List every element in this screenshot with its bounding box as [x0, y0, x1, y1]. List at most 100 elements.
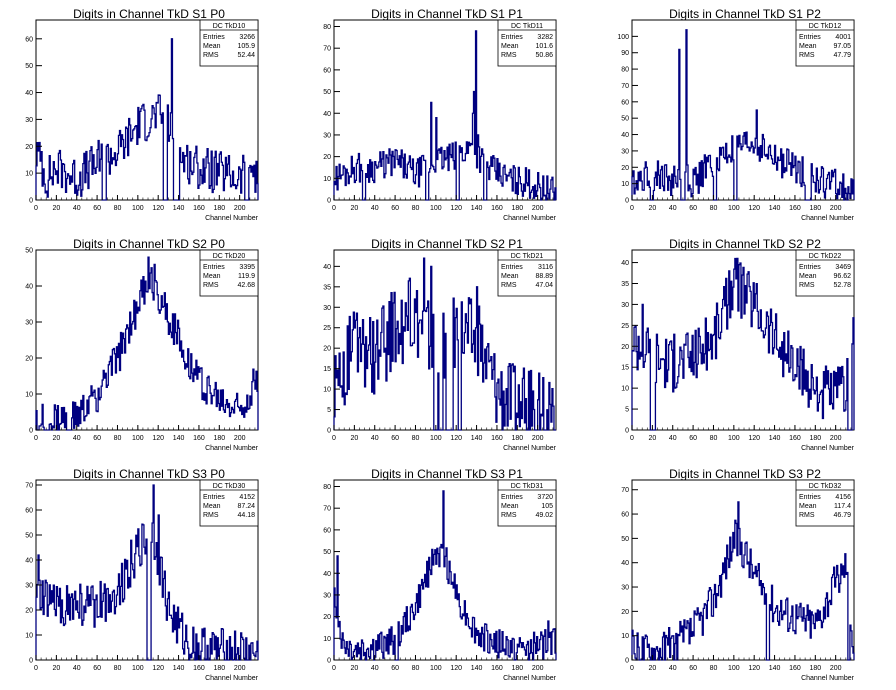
x-tick-label: 60	[689, 435, 697, 442]
stats-rms-label: RMS	[799, 282, 815, 289]
stats-rms-label: RMS	[203, 512, 219, 519]
x-tick-label: 20	[648, 435, 656, 442]
stats-rms-value: 50.86	[535, 52, 553, 59]
y-tick-label: 50	[25, 248, 33, 255]
x-axis-label: Channel Number	[801, 675, 855, 682]
stats-mean-value: 105.9	[237, 43, 255, 50]
stats-rms-label: RMS	[501, 512, 517, 519]
x-tick-label: 120	[152, 665, 164, 672]
x-tick-label: 140	[471, 205, 483, 212]
x-tick-label: 120	[450, 205, 462, 212]
y-tick-label: 70	[323, 506, 331, 513]
stats-mean-label: Mean	[501, 503, 519, 510]
y-tick-label: 50	[25, 63, 33, 70]
x-tick-label: 180	[511, 205, 523, 212]
stats-entries-label: Entries	[203, 264, 225, 271]
chart-title: Digits in Channel TkD S3 P2	[669, 467, 821, 481]
y-tick-label: 60	[323, 527, 331, 534]
x-tick-label: 60	[391, 205, 399, 212]
x-tick-label: 20	[350, 435, 358, 442]
stats-rms-value: 44.18	[237, 512, 255, 519]
y-tick-label: 10	[621, 633, 629, 640]
y-tick-label: 30	[25, 320, 33, 327]
x-tick-label: 20	[52, 435, 60, 442]
x-axis-label: Channel Number	[205, 445, 259, 452]
y-tick-label: 20	[25, 144, 33, 151]
y-tick-label: 35	[621, 281, 629, 288]
y-tick-label: 10	[323, 636, 331, 643]
stats-entries-value: 3395	[239, 264, 255, 271]
stats-rms-value: 46.79	[833, 512, 851, 519]
stats-entries-label: Entries	[799, 34, 821, 41]
stats-entries-label: Entries	[501, 494, 523, 501]
x-axis-label: Channel Number	[801, 445, 855, 452]
x-tick-label: 0	[332, 435, 336, 442]
x-tick-label: 80	[114, 435, 122, 442]
histogram-line	[631, 29, 855, 201]
y-tick-label: 20	[621, 165, 629, 172]
stats-entries-label: Entries	[799, 494, 821, 501]
x-tick-label: 40	[73, 205, 81, 212]
y-tick-label: 40	[323, 111, 331, 118]
x-tick-label: 140	[471, 665, 483, 672]
stats-box-frame	[497, 249, 557, 297]
x-tick-label: 60	[391, 665, 399, 672]
y-tick-label: 20	[621, 344, 629, 351]
stats-name: DC TkD21	[511, 253, 544, 260]
stats-box-frame	[199, 19, 259, 67]
stats-name: DC TkD10	[213, 23, 246, 30]
stats-mean-label: Mean	[203, 43, 221, 50]
x-tick-label: 160	[789, 665, 801, 672]
stats-box: DC TkD22 Entries 3469 Mean 96.62 RMS 52.78	[795, 249, 855, 297]
y-tick-label: 20	[323, 614, 331, 621]
y-tick-label: 30	[621, 302, 629, 309]
y-tick-label: 10	[25, 392, 33, 399]
y-tick-label: 30	[323, 305, 331, 312]
stats-name: DC TkD30	[213, 483, 246, 490]
y-tick-label: 20	[25, 608, 33, 615]
stats-name: DC TkD12	[809, 23, 842, 30]
x-tick-label: 0	[34, 205, 38, 212]
y-tick-label: 30	[323, 592, 331, 599]
stats-box-frame	[497, 19, 557, 67]
x-tick-label: 160	[491, 665, 503, 672]
y-tick-label: 20	[25, 356, 33, 363]
x-tick-label: 60	[689, 665, 697, 672]
x-tick-label: 140	[769, 205, 781, 212]
y-tick-label: 40	[621, 560, 629, 567]
chart-title: Digits in Channel TkD S3 P0	[73, 467, 225, 481]
y-tick-label: 30	[25, 117, 33, 124]
chart-title: Digits in Channel TkD S2 P2	[669, 237, 821, 251]
chart-title: Digits in Channel TkD S2 P0	[73, 237, 225, 251]
y-tick-label: 5	[625, 407, 629, 414]
histogram-line	[631, 501, 855, 661]
y-tick-label: 80	[323, 484, 331, 491]
stats-rms-label: RMS	[799, 512, 815, 519]
x-tick-label: 20	[648, 205, 656, 212]
histogram-line	[35, 256, 259, 431]
histogram-panel-8: Digits in Channel TkD S3 P10 20 40 60 80 100 1…	[323, 467, 556, 682]
chart-title: Digits in Channel TkD S1 P2	[669, 7, 821, 21]
x-tick-label: 120	[152, 435, 164, 442]
y-tick-label: 25	[621, 323, 629, 330]
y-tick-label: 0	[29, 658, 33, 665]
stats-mean-value: 119.9	[238, 273, 255, 280]
x-axis-label: Channel Number	[503, 445, 557, 452]
stats-rms-label: RMS	[799, 52, 815, 59]
histogram-line	[333, 257, 556, 431]
stats-box: DC TkD12 Entries 4001 Mean 97.05 RMS 47.79	[795, 19, 855, 67]
x-tick-label: 80	[412, 665, 420, 672]
y-tick-label: 50	[323, 549, 331, 556]
x-tick-label: 140	[769, 435, 781, 442]
x-tick-label: 120	[450, 665, 462, 672]
stats-box: DC TkD11 Entries 3282 Mean 101.6 RMS 50.86	[497, 19, 557, 67]
stats-mean-label: Mean	[501, 43, 519, 50]
y-tick-label: 0	[29, 198, 33, 205]
stats-box: DC TkD20 Entries 3395 Mean 119.9 RMS 42.68	[199, 249, 259, 297]
x-tick-label: 140	[173, 665, 185, 672]
stats-entries-label: Entries	[203, 494, 225, 501]
x-axis-label: Channel Number	[205, 215, 259, 222]
y-tick-label: 10	[323, 387, 331, 394]
y-tick-label: 50	[621, 536, 629, 543]
stats-mean-label: Mean	[799, 43, 817, 50]
